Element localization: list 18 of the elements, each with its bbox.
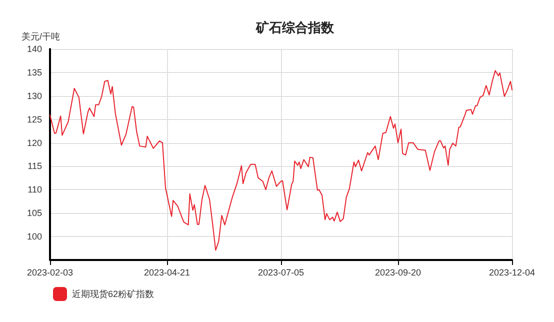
- legend-label: 近期现货62粉矿指数: [72, 289, 154, 299]
- y-tick-label: 135: [26, 67, 42, 78]
- y-tick-label: 110: [28, 184, 42, 195]
- x-tick-label: 2023-09-20: [374, 268, 422, 278]
- chart-title: 矿石综合指数: [255, 20, 335, 35]
- y-tick-label: 140: [26, 44, 42, 54]
- x-tick-label: 2023-02-03: [26, 268, 74, 278]
- y-tick-label: 105: [26, 208, 42, 218]
- y-tick-label: 130: [26, 90, 42, 101]
- y-tick-label: 125: [26, 114, 42, 124]
- y-tick-label: 115: [28, 161, 42, 172]
- x-tick-label: 2023-07-05: [258, 268, 304, 278]
- line-series: [50, 70, 512, 251]
- y-tick-label: 100: [26, 232, 42, 242]
- y-tick-label: 120: [26, 138, 42, 148]
- y-axis-title: 美元/干吨: [21, 32, 60, 42]
- x-tick-label: 2023-04-21: [144, 268, 190, 278]
- x-tick-label: 2023-12-04: [488, 268, 536, 278]
